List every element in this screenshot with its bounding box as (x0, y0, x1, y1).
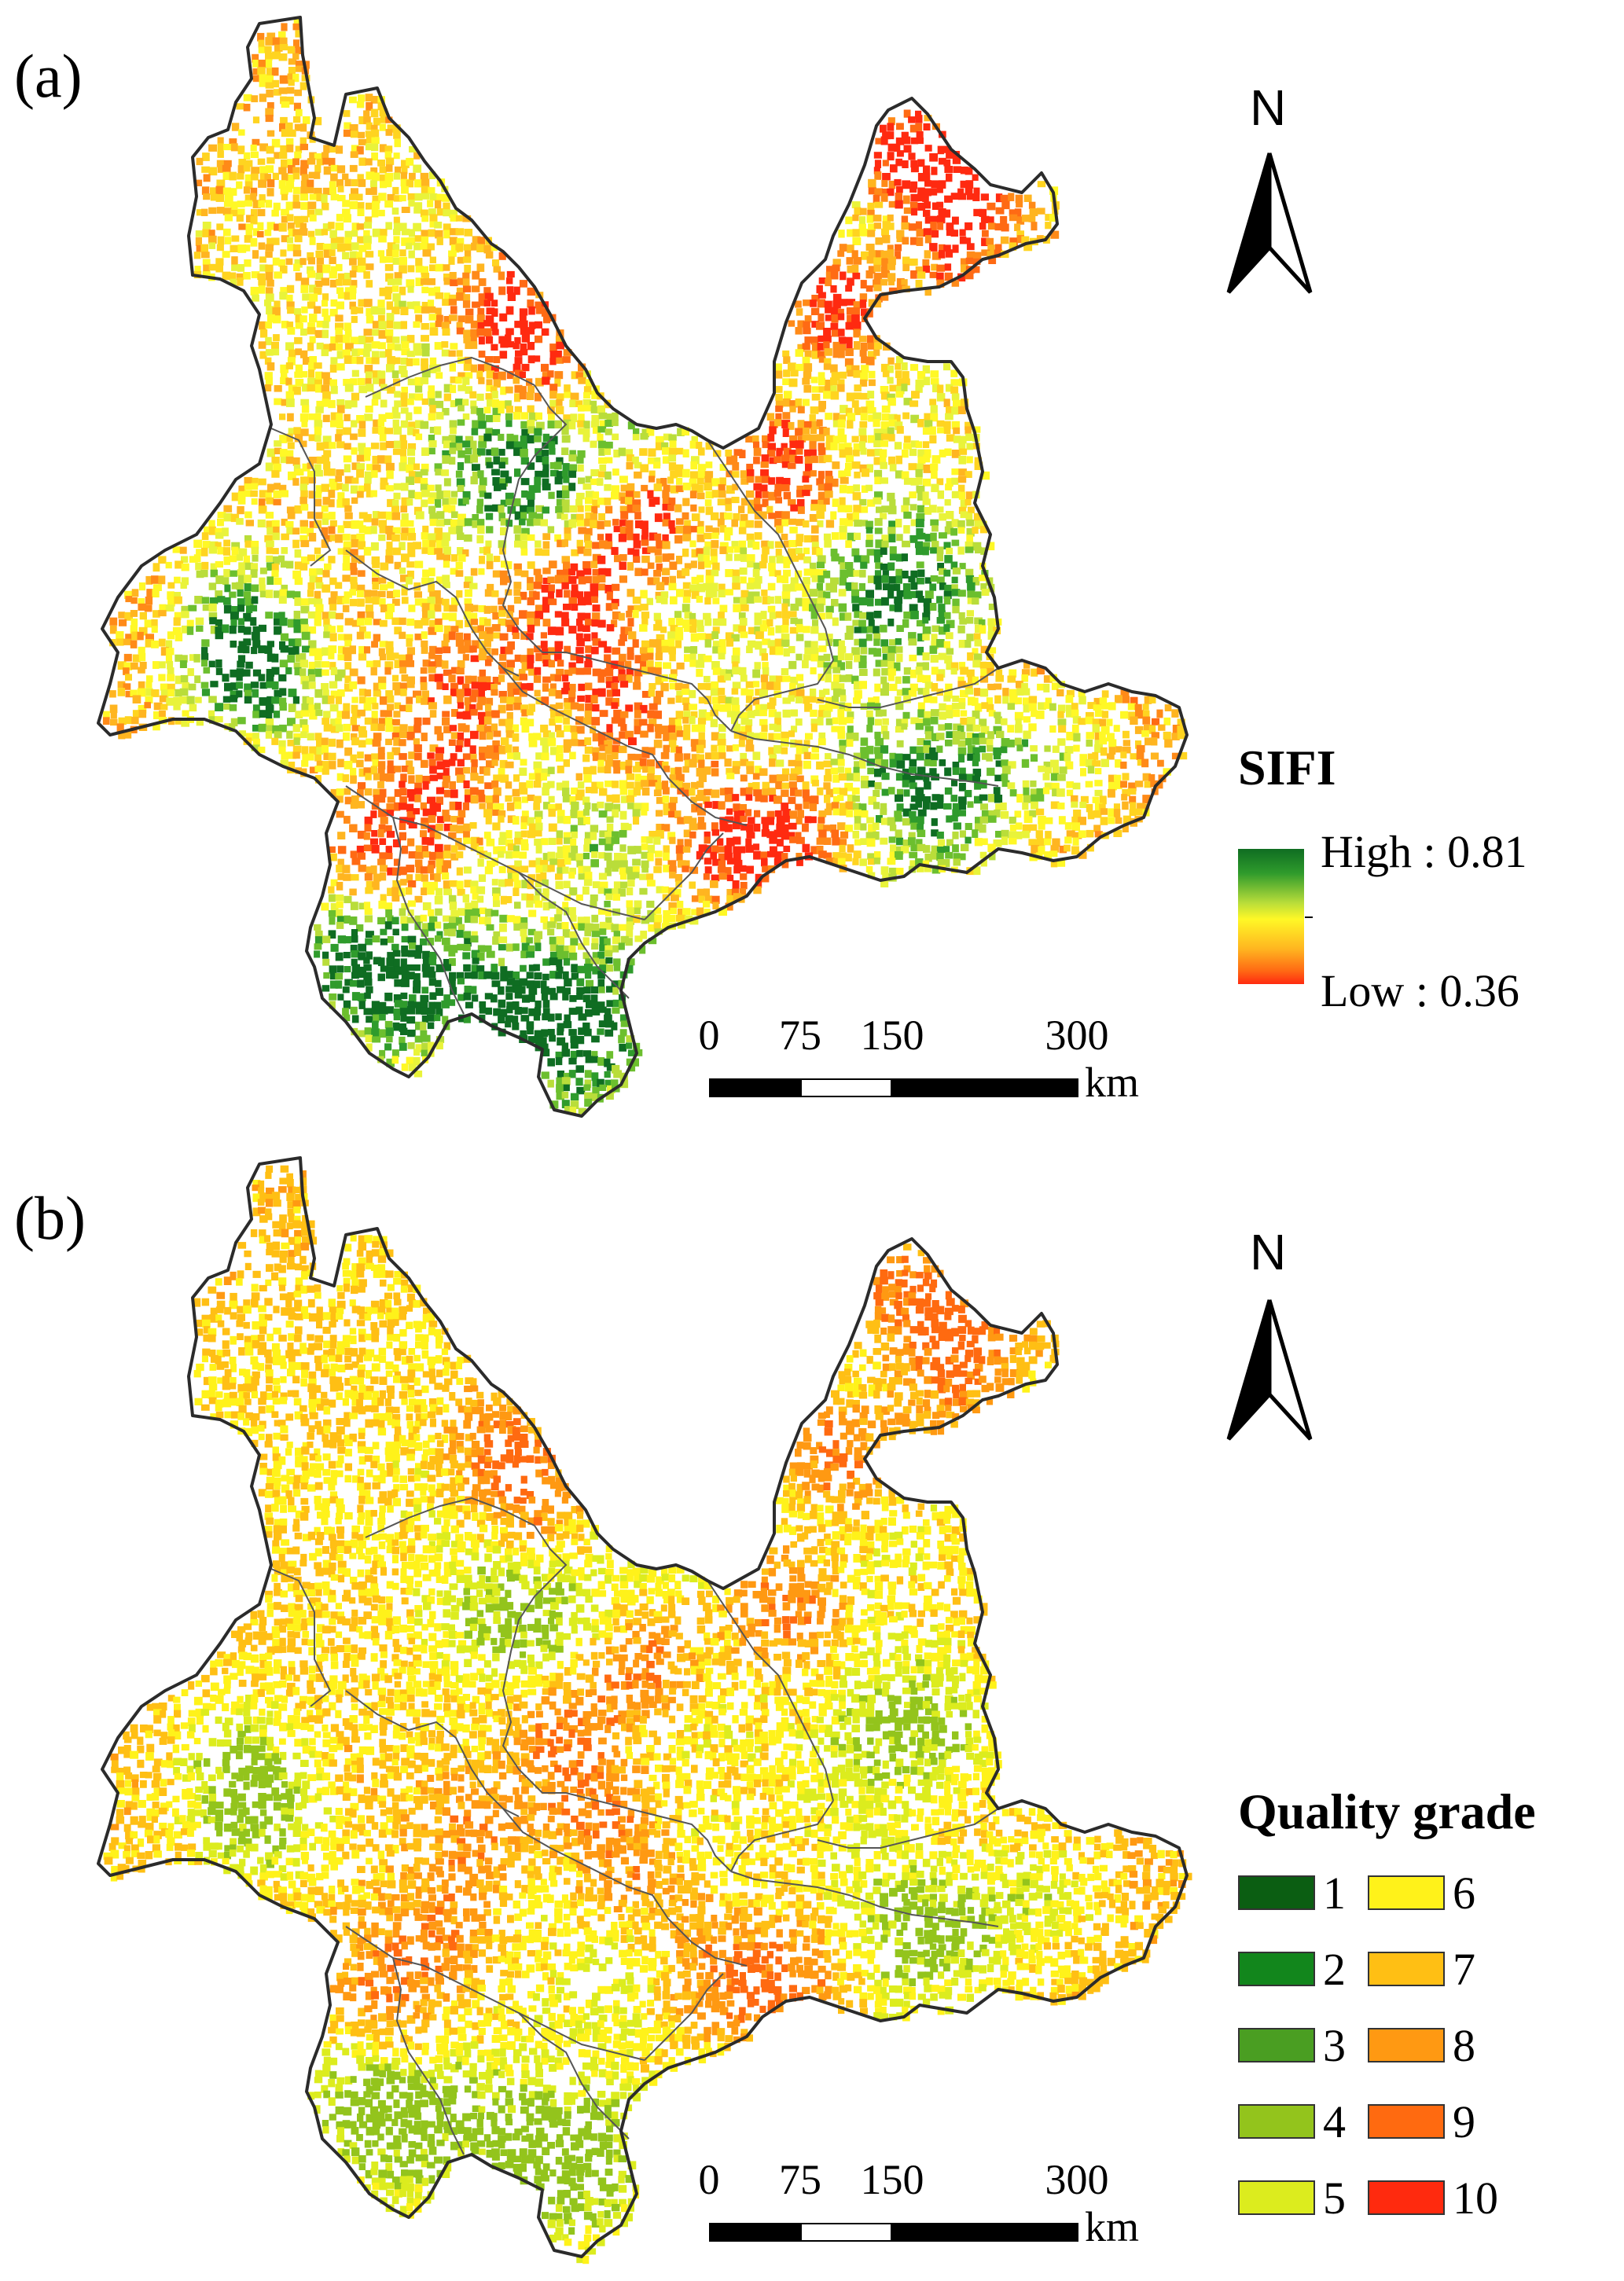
prefecture-boundary (707, 1580, 834, 1802)
prefecture-boundary (644, 1973, 724, 2061)
scale-tick-300: 300 (1045, 2156, 1109, 2203)
prefecture-boundary (730, 1871, 999, 1927)
prefecture-boundary (270, 428, 332, 567)
scale-bar: 0 75 150 300 km (692, 1014, 1179, 1108)
prefecture-boundary (502, 384, 568, 653)
north-arrow-icon (1226, 152, 1313, 294)
prefecture-boundary (392, 817, 465, 1015)
prefecture-boundary (730, 1800, 834, 1872)
grade-swatch (1368, 2028, 1445, 2062)
north-arrow-icon (1226, 1299, 1313, 1441)
grade-label: 3 (1323, 2020, 1346, 2071)
prefecture-boundary (345, 549, 520, 677)
prefecture-boundary (392, 1957, 465, 2155)
north-label: N (1250, 1224, 1287, 1280)
scale-segments (709, 2223, 1078, 2242)
grade-label: 4 (1323, 2096, 1346, 2147)
prefecture-boundary (502, 1808, 748, 1967)
raster-cells (102, 18, 1188, 1115)
legend-title: Quality grade (1238, 1783, 1536, 1839)
quality-grade-map (97, 1156, 1192, 2264)
grade-label: 6 (1453, 1868, 1475, 1919)
scale-tick-0: 0 (698, 2156, 720, 2203)
panel-label: (b) (14, 1184, 86, 1252)
panel-a: (a) N SIFI High : 0.81 Low : 0.36 0 75 1… (0, 0, 1624, 1140)
prefecture-boundary (345, 1926, 645, 2061)
scale-tick-150: 150 (860, 2156, 924, 2203)
legend-title: SIFI (1238, 740, 1336, 795)
north-label: N (1250, 79, 1287, 136)
prefecture-boundary (518, 2012, 630, 2140)
prefecture-boundary (345, 785, 645, 920)
scale-tick-75: 75 (779, 1012, 821, 1059)
prefecture-boundary (730, 730, 999, 787)
grade-swatch (1238, 2104, 1315, 2139)
scale-tick-300: 300 (1045, 1012, 1109, 1059)
grade-swatch (1238, 1952, 1315, 1986)
scale-unit: km (1085, 1059, 1140, 1106)
grade-label: 1 (1323, 1868, 1346, 1919)
panel-b: (b) N Quality grade 1 2 3 4 5 6 7 8 9 10 0 75 150… (0, 1140, 1624, 2281)
grade-label: 7 (1453, 1944, 1475, 1995)
prefecture-boundary (542, 652, 732, 732)
prefecture-boundary (345, 1690, 520, 1817)
ramp-high-label: High : 0.81 (1321, 826, 1527, 877)
prefecture-boundary (707, 439, 834, 661)
grade-swatch (1238, 2028, 1315, 2062)
grade-label: 10 (1453, 2173, 1498, 2224)
grade-swatch (1368, 2180, 1445, 2215)
grade-label: 8 (1453, 2020, 1475, 2071)
prefecture-boundary (730, 659, 834, 732)
scale-tick-75: 75 (779, 2156, 821, 2203)
scale-segments (709, 1078, 1078, 1097)
grade-swatch (1368, 1952, 1445, 1986)
grade-swatch (1238, 2180, 1315, 2215)
raster-cells (103, 1165, 1192, 2264)
grade-label: 2 (1323, 1944, 1346, 1995)
ramp-mid-tick (1305, 916, 1313, 918)
prefecture-boundary (817, 1808, 999, 1849)
prefecture-boundary (270, 1568, 332, 1707)
prefecture-boundary (365, 1497, 535, 1538)
prefecture-boundary (502, 1525, 568, 1794)
panel-label: (a) (14, 42, 83, 110)
grade-swatch (1368, 1875, 1445, 1910)
prefecture-boundary (817, 667, 999, 708)
prefecture-boundary (644, 832, 724, 920)
prefecture-boundary (502, 667, 748, 826)
scale-tick-0: 0 (698, 1012, 720, 1059)
province-boundary (97, 16, 1189, 1118)
prefecture-boundary (365, 356, 535, 398)
grade-label: 9 (1453, 2096, 1475, 2147)
sifi-color-ramp (1238, 849, 1304, 984)
scale-unit: km (1085, 2203, 1140, 2250)
scale-bar: 0 75 150 300 km (692, 2158, 1179, 2253)
prefecture-boundary (542, 1792, 732, 1872)
province-boundary (97, 1156, 1189, 2258)
ramp-low-label: Low : 0.36 (1321, 965, 1519, 1016)
scale-tick-150: 150 (860, 1012, 924, 1059)
grade-swatch (1368, 2104, 1445, 2139)
sifi-map (97, 16, 1189, 1118)
grade-label: 5 (1323, 2173, 1346, 2224)
grade-swatch (1238, 1875, 1315, 1910)
prefecture-boundary (518, 872, 630, 999)
